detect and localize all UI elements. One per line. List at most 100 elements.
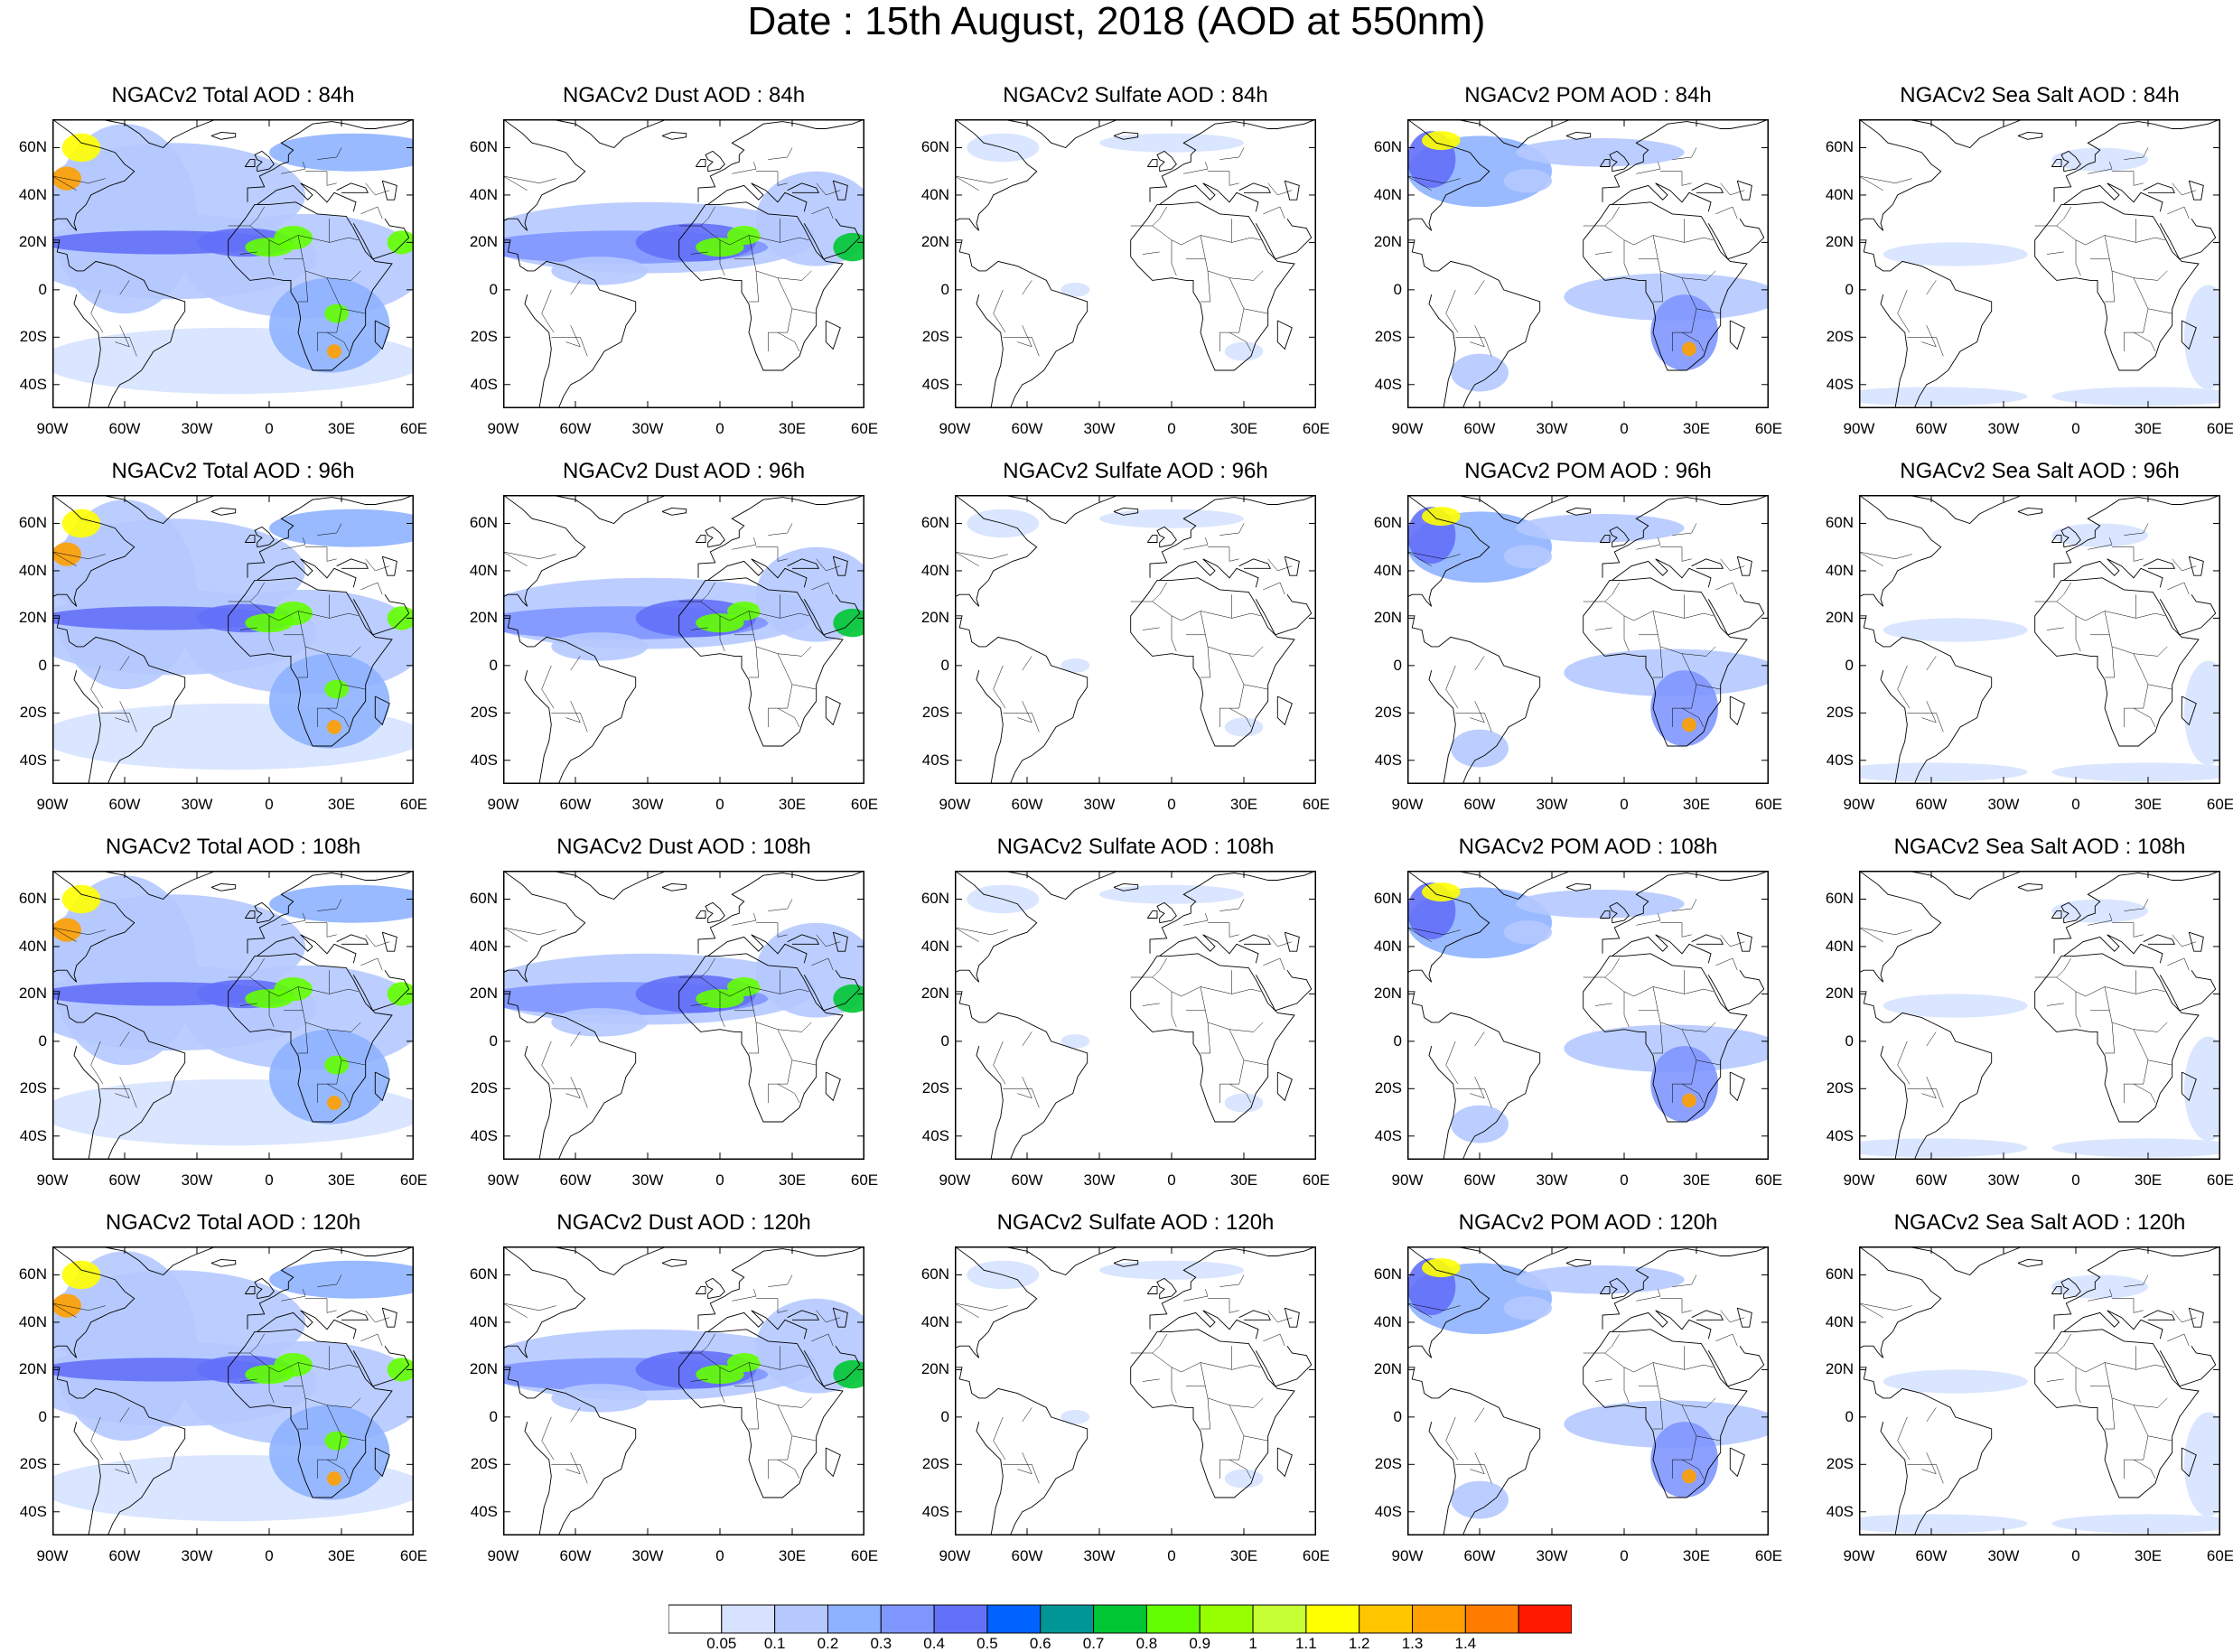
aod-field — [1883, 1369, 2028, 1394]
map-frame — [1859, 871, 2220, 1160]
coastline — [2143, 934, 2176, 945]
coastline — [1455, 119, 1572, 149]
country-border — [1201, 270, 1210, 303]
panel-title: NGACv2 Sulfate AOD : 84h — [1003, 83, 1268, 107]
aod-field — [1516, 889, 1685, 919]
aod-field — [1451, 1480, 1509, 1519]
coastline — [825, 1447, 841, 1478]
coastline — [1428, 1421, 1456, 1535]
country-border — [2104, 986, 2168, 1032]
country-border — [1681, 331, 1705, 352]
coastline — [832, 180, 848, 201]
coastline — [83, 1012, 186, 1160]
map-panel — [1859, 871, 2220, 1160]
aod-field — [1859, 387, 2028, 406]
country-border — [955, 927, 1008, 936]
coastline — [678, 953, 844, 1123]
country-border — [1407, 927, 1432, 942]
lat-tick-label: 40S — [19, 1502, 47, 1520]
aod-field — [1224, 1469, 1264, 1489]
aod-field — [52, 1251, 197, 1442]
colorbar-swatch — [1464, 1604, 1519, 1634]
coastline — [2051, 535, 2062, 543]
country-border — [2133, 1083, 2156, 1104]
lat-tick-label: 20S — [19, 328, 47, 346]
country-border — [52, 551, 106, 560]
coastline — [374, 695, 390, 726]
coastline — [1149, 495, 1316, 578]
coastline — [1159, 934, 1259, 964]
aod-field — [551, 1008, 648, 1037]
panel-title: NGACv2 Sulfate AOD : 96h — [1003, 459, 1268, 483]
country-border — [1231, 237, 1261, 243]
country-border — [1201, 646, 1210, 678]
country-border — [1455, 337, 1492, 357]
country-border — [317, 1274, 342, 1287]
country-border — [565, 1077, 581, 1099]
coastline — [2060, 901, 2081, 924]
coastline — [1276, 320, 1293, 350]
lat-tick-label: 20N — [469, 609, 498, 627]
country-border — [1672, 1029, 1697, 1103]
map-panel — [503, 1246, 864, 1535]
coastline — [100, 119, 217, 149]
aod-field — [324, 1055, 349, 1075]
lat-tick-label: 60N — [18, 1265, 47, 1283]
colorbar-swatch — [1252, 1604, 1307, 1634]
country-border — [2167, 206, 2190, 219]
country-border — [1636, 537, 1661, 550]
country-border — [90, 1416, 104, 1461]
country-border — [768, 523, 793, 536]
coastline — [503, 119, 586, 231]
country-border — [2046, 627, 2064, 630]
country-border — [1897, 289, 1911, 333]
lat-tick-label: 20S — [470, 704, 498, 722]
coastline — [697, 119, 864, 202]
country-border — [541, 1041, 555, 1085]
country-border — [541, 665, 555, 709]
country-border — [1859, 1302, 1883, 1318]
lat-tick-label: 40N — [920, 937, 949, 955]
lat-tick-label: 40N — [920, 185, 949, 203]
country-border — [1022, 1407, 1032, 1423]
coastline — [707, 934, 808, 964]
lon-tick-label: 90W — [1843, 1547, 1875, 1564]
lat-tick-label: 60N — [1373, 1265, 1402, 1283]
coastline — [1599, 159, 1611, 167]
country-border — [1017, 1077, 1032, 1099]
colorbar-swatch — [721, 1604, 776, 1634]
coastline — [1159, 1310, 1259, 1339]
coastline — [210, 1258, 237, 1267]
map-panel — [955, 119, 1316, 408]
lon-tick-label: 60W — [108, 420, 141, 437]
aod-field — [324, 679, 349, 699]
lon-tick-label: 60W — [108, 1171, 141, 1189]
lon-tick-label: 90W — [1391, 1547, 1424, 1564]
coastline — [336, 1310, 369, 1321]
lat-tick-label: 20N — [18, 233, 47, 251]
country-border — [239, 1003, 257, 1006]
country-border — [993, 289, 1006, 333]
coastline — [1149, 119, 1316, 202]
country-border — [1926, 1031, 1937, 1047]
coastline — [2034, 1329, 2200, 1498]
colorbar-label: 1.2 — [1348, 1635, 1370, 1652]
lat-tick-label: 60N — [1825, 514, 1854, 532]
coastline — [1609, 1277, 1630, 1300]
country-border — [1243, 1059, 1268, 1066]
colorbar-label: 1.1 — [1295, 1635, 1317, 1652]
country-border — [1474, 1031, 1485, 1047]
country-border — [1017, 701, 1032, 723]
coastline — [374, 320, 390, 350]
coastline — [1599, 910, 1611, 919]
colorbar — [668, 1604, 1572, 1634]
country-border — [1229, 1083, 1252, 1104]
country-border — [700, 219, 780, 246]
country-border — [1672, 523, 1697, 536]
country-border — [2124, 1029, 2149, 1103]
lon-tick-label: 30E — [778, 420, 807, 437]
country-border — [1219, 277, 1245, 351]
country-border — [1407, 1302, 1432, 1318]
lat-tick-label: 20S — [1826, 328, 1854, 346]
country-border — [1267, 182, 1293, 196]
